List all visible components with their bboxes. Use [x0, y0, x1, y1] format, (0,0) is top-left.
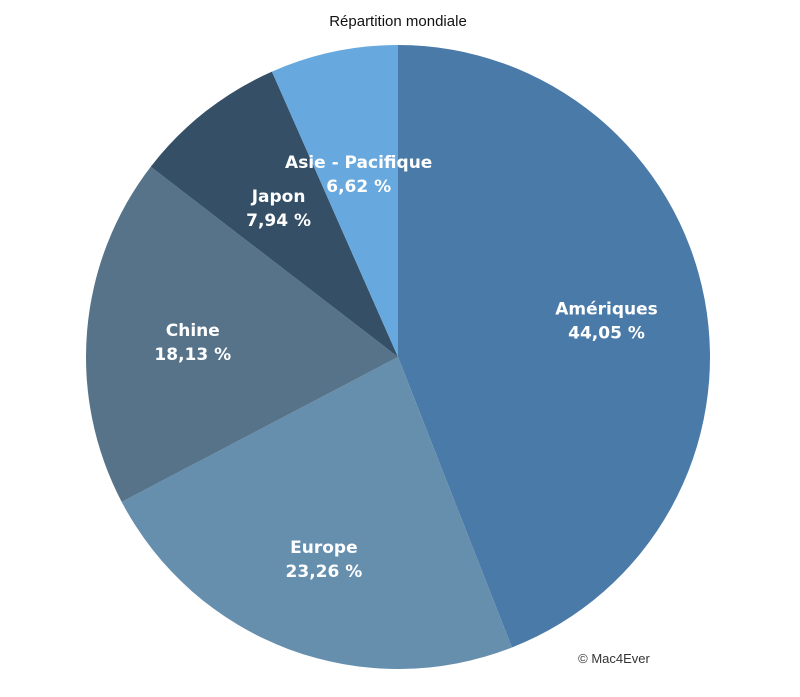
pie-slice-am-riques	[398, 45, 710, 648]
slice-value-label: 18,13 %	[154, 345, 231, 365]
slice-label: Asie - Pacifique	[285, 153, 432, 173]
slice-value-label: 6,62 %	[326, 177, 391, 197]
slice-value-label: 7,94 %	[246, 211, 311, 231]
pie-slice-chine	[86, 166, 399, 502]
slice-value-label: 44,05 %	[568, 324, 645, 344]
slice-label: Chine	[166, 321, 220, 341]
chart-title: Répartition mondiale	[329, 13, 467, 30]
slice-value-label: 23,26 %	[286, 562, 363, 582]
credit-text: © Mac4Ever	[578, 651, 650, 666]
slice-label: Europe	[290, 538, 357, 558]
pie-slice-asie-pacifique	[271, 45, 398, 357]
pie-slice-japon	[150, 71, 398, 357]
pie-labels: Amériques 44,05 % Europe 23,26 % Chine 18,13 …	[154, 153, 657, 582]
slice-label: Japon	[251, 187, 306, 207]
pie-slices	[86, 45, 710, 669]
slice-label: Amériques	[555, 300, 658, 320]
pie-slice-europe	[121, 357, 512, 669]
